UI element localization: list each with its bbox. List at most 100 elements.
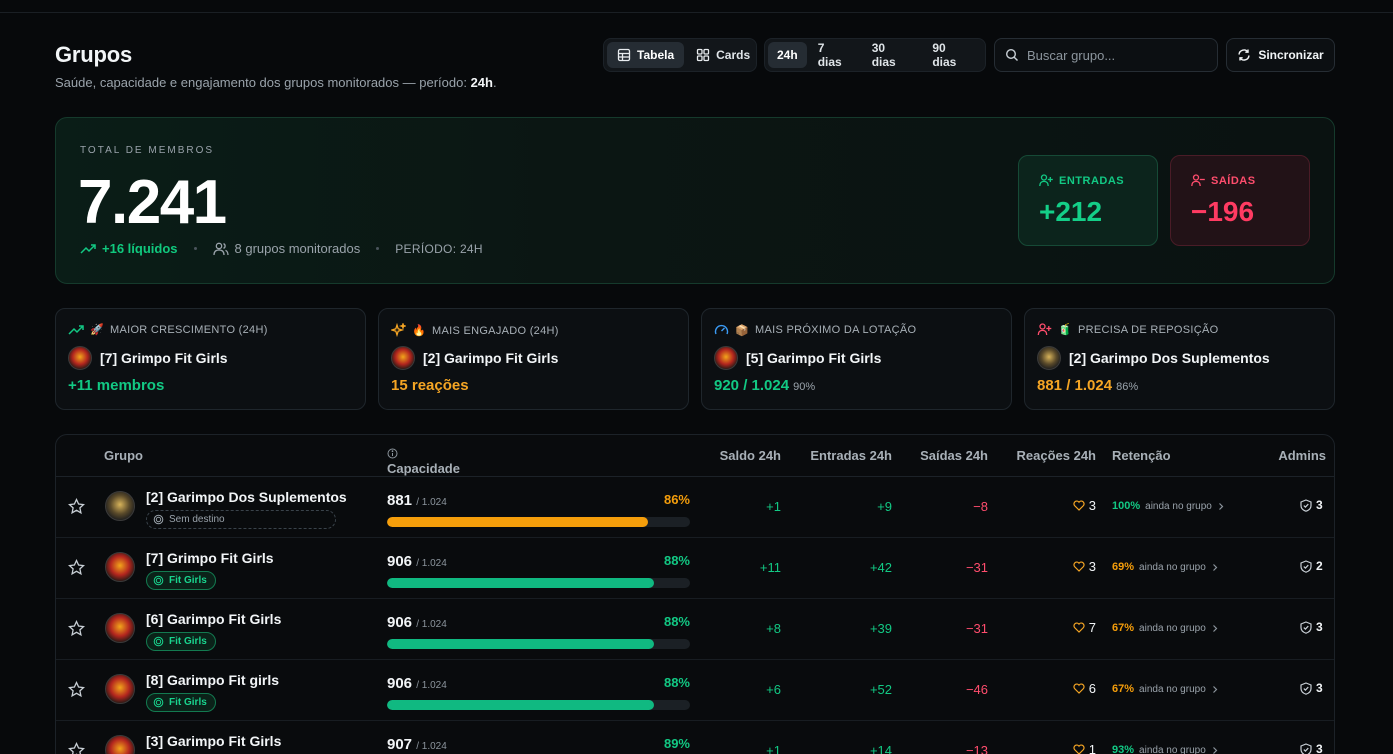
col-exits[interactable]: Saídas 24h	[920, 448, 988, 463]
capacity-percent: 88%	[663, 675, 690, 690]
col-balance[interactable]: Saldo 24h	[719, 448, 781, 463]
highlight-header: 🚀 MAIOR CRESCIMENTO (24H)	[68, 323, 268, 336]
group-tag: Fit Girls	[146, 632, 216, 651]
group-name[interactable]: [3] Garimpo Fit Girls	[146, 733, 282, 749]
balance-value: +11	[759, 560, 781, 575]
highlight-engaged-card[interactable]: 🔥 MAIS ENGAJADO (24H) [2] Garimpo Fit Gi…	[378, 308, 689, 410]
heart-icon	[1073, 561, 1085, 572]
table-row[interactable]: [6] Garimpo Fit Girls Fit Girls 906 / 1.02…	[56, 599, 1334, 660]
exits-value: −13	[965, 743, 988, 754]
separator-dot	[193, 247, 197, 250]
star-icon[interactable]	[68, 681, 85, 698]
total-label: TOTAL DE MEMBROS	[80, 145, 215, 156]
admins-count: 3	[1316, 498, 1323, 512]
chevron-right-icon[interactable]	[1211, 746, 1219, 754]
highlight-value-text: 920 / 1.024	[714, 377, 790, 394]
group-avatar	[714, 346, 738, 370]
reactions-cell: 3	[1056, 559, 1096, 574]
highlight-header: 🔥 MAIS ENGAJADO (24H)	[391, 323, 559, 338]
period-7d-button[interactable]: 7 dias	[817, 41, 842, 69]
star-icon[interactable]	[68, 620, 85, 637]
capacity-value: 906 / 1.024	[387, 614, 447, 631]
retention-cell[interactable]: 93% ainda no grupo	[1112, 744, 1219, 754]
capacity-bar-fill	[387, 517, 648, 527]
reactions-cell: 7	[1056, 620, 1096, 635]
reactions-cell: 3	[1056, 498, 1096, 513]
period-24h-button[interactable]: 24h	[768, 42, 807, 68]
package-icon: 📦	[735, 324, 749, 337]
admins-count: 2	[1316, 559, 1323, 573]
retention-suffix: ainda no grupo	[1139, 683, 1206, 695]
table-row[interactable]: [8] Garimpo Fit girls Fit Girls 906 / 1.02…	[56, 660, 1334, 721]
highlight-value: 920 / 1.024 90%	[714, 377, 815, 394]
col-entries[interactable]: Entradas 24h	[810, 448, 892, 463]
group-tag: Sem destino	[146, 510, 336, 529]
chevron-right-icon[interactable]	[1211, 685, 1219, 694]
capacity-max: / 1.024	[416, 619, 447, 630]
col-capacity-label: Capacidade	[387, 461, 460, 476]
col-retention[interactable]: Retenção	[1112, 448, 1171, 463]
group-tag-label: Fit Girls	[169, 636, 207, 647]
retention-suffix: ainda no grupo	[1139, 744, 1206, 754]
retention-cell[interactable]: 67% ainda no grupo	[1112, 683, 1219, 695]
star-icon[interactable]	[68, 559, 85, 576]
group-name[interactable]: [6] Garimpo Fit Girls	[146, 611, 282, 627]
search-input[interactable]	[1027, 47, 1207, 63]
table-row[interactable]: [2] Garimpo Dos Suplementos Sem destino 88…	[56, 477, 1334, 538]
star-icon[interactable]	[68, 498, 85, 515]
balance-value: +6	[766, 682, 781, 697]
col-group[interactable]: Grupo	[104, 448, 143, 463]
members-count: 881	[387, 492, 413, 509]
exits-value: −8	[973, 499, 988, 514]
retention-cell[interactable]: 100% ainda no grupo	[1112, 500, 1225, 512]
subtitle-suffix: .	[492, 75, 497, 90]
highlight-capacity-card[interactable]: 📦 MAIS PRÓXIMO DA LOTAÇÃO [5] Garimpo Fi…	[701, 308, 1012, 410]
col-capacity[interactable]: Capacidade	[387, 448, 460, 476]
group-tag-label: Fit Girls	[169, 575, 207, 586]
group-name[interactable]: [8] Garimpo Fit girls	[146, 672, 280, 688]
total-value: 7.241	[78, 168, 227, 237]
capacity-percent: 86%	[663, 492, 690, 507]
table-row[interactable]: [7] Grimpo Fit Girls Fit Girls 906 / 1.024…	[56, 538, 1334, 599]
view-toggle: Tabela Cards	[603, 38, 757, 72]
highlight-label: MAIS ENGAJADO (24H)	[432, 324, 559, 337]
chevron-right-icon[interactable]	[1211, 563, 1219, 572]
info-icon[interactable]	[387, 448, 398, 459]
capacity-percent: 88%	[663, 614, 690, 629]
admins-count: 3	[1316, 681, 1323, 695]
highlight-restock-card[interactable]: 🧃 PRECISA DE REPOSIÇÃO [2] Garimpo Dos S…	[1024, 308, 1335, 410]
chevron-right-icon[interactable]	[1211, 624, 1219, 633]
group-name[interactable]: [7] Grimpo Fit Girls	[146, 550, 274, 566]
exits-card: SAÍDAS −196	[1170, 155, 1310, 246]
group-name[interactable]: [2] Garimpo Dos Suplementos	[146, 489, 347, 505]
col-reactions[interactable]: Reações 24h	[1016, 448, 1097, 463]
retention-cell[interactable]: 69% ainda no grupo	[1112, 561, 1219, 573]
retention-cell[interactable]: 67% ainda no grupo	[1112, 622, 1219, 634]
highlight-growth-card[interactable]: 🚀 MAIOR CRESCIMENTO (24H) [7] Grimpo Fit…	[55, 308, 366, 410]
exits-header: SAÍDAS	[1191, 174, 1256, 187]
user-minus-icon	[1191, 174, 1205, 187]
capacity-value: 881 / 1.024	[387, 492, 447, 509]
entries-value: +39	[869, 621, 892, 636]
exits-value: −31	[965, 621, 988, 636]
group-avatar	[105, 491, 135, 521]
period-30d-button[interactable]: 30 dias	[871, 41, 896, 69]
period-90d-button[interactable]: 90 dias	[932, 41, 957, 69]
star-icon[interactable]	[68, 742, 85, 754]
chevron-right-icon[interactable]	[1217, 502, 1225, 511]
heart-icon	[1073, 500, 1085, 511]
sparkles-icon	[391, 323, 406, 338]
group-avatar	[105, 613, 135, 643]
col-admins[interactable]: Admins	[1278, 448, 1326, 463]
groups-table: Grupo Capacidade Saldo 24h Entradas 24h …	[55, 434, 1335, 754]
sync-button[interactable]: Sincronizar	[1226, 38, 1335, 72]
admins-count: 3	[1316, 742, 1323, 754]
group-avatar	[105, 735, 135, 754]
retention-value: 69%	[1112, 561, 1135, 573]
capacity-bar	[387, 578, 690, 588]
view-cards-button[interactable]: Cards	[686, 42, 760, 68]
shield-icon	[1300, 681, 1312, 695]
retention-value: 67%	[1112, 683, 1135, 695]
view-table-button[interactable]: Tabela	[607, 42, 685, 68]
